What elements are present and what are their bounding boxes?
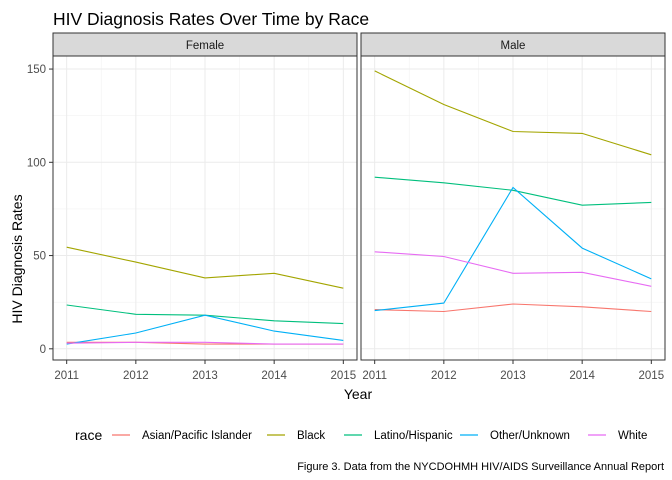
legend-item-white: White (588, 430, 647, 442)
legend-item-other-unknown: Other/Unknown (460, 430, 570, 442)
series-line-black (374, 70, 652, 156)
y-axis-label: HIV Diagnosis Rates (9, 194, 25, 323)
series-line-other-unknown (374, 186, 652, 312)
y-tick-label: 0 (40, 344, 46, 356)
legend: Asian/Pacific Islander Black Latino/Hispan… (112, 430, 647, 442)
x-tick-label: 2013 (500, 370, 526, 382)
facet-strip-label: Male (501, 40, 526, 52)
legend-label: White (618, 430, 647, 442)
x-tick-label: 2014 (569, 370, 595, 382)
figure-caption: Figure 3. Data from the NYCDOHMH HIV/AID… (297, 461, 664, 473)
facet-panel-male: Male 2011 2012 2013 2014 2015 (360, 32, 666, 382)
legend-item-black: Black (267, 430, 325, 442)
x-axis-label: Year (344, 386, 373, 402)
legend-label: Other/Unknown (490, 430, 570, 442)
series-line-black (66, 246, 344, 289)
legend-title: race (75, 427, 102, 443)
x-tick-label: 2014 (261, 370, 287, 382)
x-tick-label: 2015 (331, 370, 357, 382)
chart-title: HIV Diagnosis Rates Over Time by Race (53, 9, 369, 29)
x-tick-label: 2015 (639, 370, 665, 382)
facet-panel-female: Female 2011 2012 2013 2014 2015 0 50 100 150 (27, 32, 358, 382)
x-tick-label: 2012 (123, 370, 149, 382)
legend-item-latino-hispanic: Latino/Hispanic (344, 430, 453, 442)
x-tick-label: 2011 (362, 370, 387, 382)
legend-label: Latino/Hispanic (374, 430, 453, 442)
facet-panels: Female 2011 2012 2013 2014 2015 0 50 100 150 Male 2… (27, 32, 666, 382)
legend-label: Black (297, 430, 325, 442)
y-tick-label: 150 (27, 64, 46, 76)
x-tick-label: 2013 (192, 370, 218, 382)
facet-strip-label: Female (186, 40, 224, 52)
series-line-latino-hispanic (374, 176, 652, 206)
y-tick-label: 50 (33, 251, 46, 263)
series-line-white (66, 341, 344, 345)
x-tick-label: 2011 (54, 370, 79, 382)
series-line-asian-pacific-islander (374, 303, 652, 313)
y-tick-label: 100 (27, 157, 46, 169)
legend-item-asian-pacific-islander: Asian/Pacific Islander (112, 430, 252, 442)
legend-label: Asian/Pacific Islander (142, 430, 252, 442)
series-line-white (374, 251, 652, 287)
series-line-other-unknown (66, 314, 344, 345)
x-tick-label: 2012 (431, 370, 457, 382)
